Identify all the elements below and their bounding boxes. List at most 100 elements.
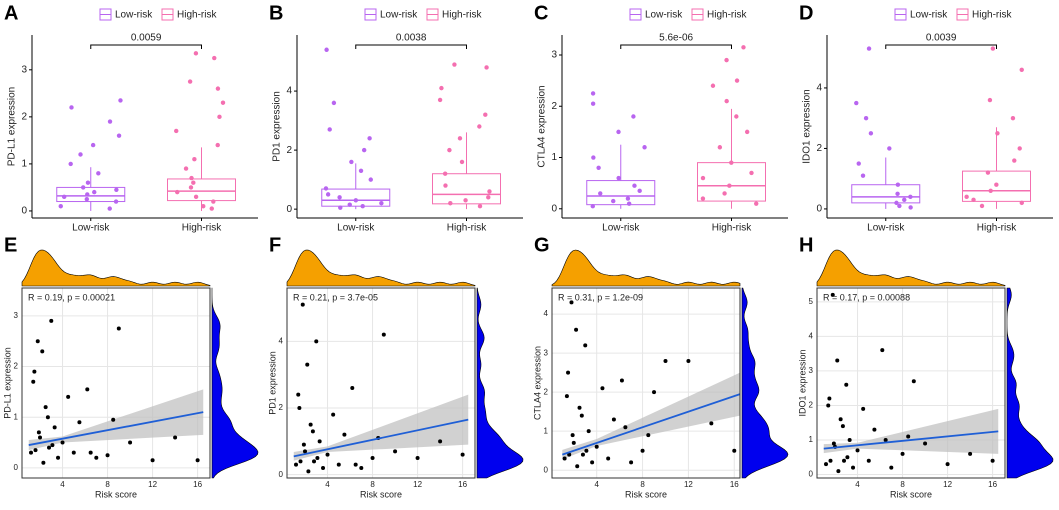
point: [41, 460, 46, 465]
point: [586, 429, 591, 434]
point: [600, 386, 605, 391]
point: [895, 182, 901, 187]
y-axis-label: IDO1 expression: [797, 349, 807, 416]
point: [361, 147, 367, 153]
point: [303, 449, 308, 454]
point: [964, 194, 969, 200]
point: [174, 128, 179, 134]
x-tick-label: 12: [943, 480, 952, 489]
point: [623, 425, 628, 430]
point: [217, 114, 222, 120]
fit-line: [293, 418, 469, 458]
point: [116, 133, 122, 138]
point: [448, 201, 453, 206]
plot-border: [816, 287, 1006, 479]
point: [844, 382, 849, 387]
x-tick-label: 4: [325, 480, 330, 489]
annotation: R = 0.19, p = 0.00021: [28, 292, 115, 302]
right-density: [741, 287, 789, 479]
point: [591, 155, 596, 160]
point: [727, 183, 732, 188]
point: [860, 173, 866, 178]
panel-label: A: [4, 2, 18, 24]
y-tick-label: 2: [551, 101, 557, 112]
point: [754, 201, 759, 206]
point: [990, 46, 996, 51]
point: [484, 65, 489, 70]
p-value: 0.0038: [396, 33, 427, 44]
point: [616, 129, 621, 135]
point: [646, 433, 651, 438]
point: [327, 127, 332, 132]
point: [331, 100, 337, 106]
point: [107, 119, 113, 124]
point: [305, 362, 310, 367]
point: [968, 451, 973, 456]
point: [710, 83, 716, 88]
point: [58, 204, 63, 209]
point: [990, 458, 995, 463]
box: [962, 170, 1031, 202]
point: [574, 327, 579, 332]
point: [323, 186, 329, 191]
point: [212, 55, 217, 61]
x-tick-label: High-risk: [977, 223, 1017, 234]
point: [911, 379, 916, 384]
box: [697, 162, 766, 202]
point: [594, 444, 599, 449]
box: [586, 180, 656, 206]
point: [195, 458, 200, 463]
point: [866, 46, 872, 51]
point: [85, 387, 90, 392]
y-tick-label: 0: [544, 465, 549, 474]
point: [336, 462, 341, 467]
point: [437, 97, 443, 103]
point: [56, 455, 61, 460]
point: [619, 378, 624, 383]
legend-label: High-risk: [442, 10, 482, 21]
point: [353, 198, 359, 203]
point: [686, 358, 691, 363]
point: [189, 175, 194, 181]
right-density: [476, 287, 524, 479]
point: [350, 386, 355, 390]
point: [866, 458, 871, 463]
legend-label: Low-risk: [380, 10, 418, 21]
point: [734, 78, 740, 83]
point: [201, 204, 206, 209]
point: [175, 189, 180, 195]
right-density: [211, 287, 259, 479]
point: [640, 448, 645, 453]
point: [826, 403, 831, 408]
point: [908, 194, 913, 200]
confidence-band: [562, 372, 740, 460]
point: [188, 185, 194, 190]
point: [85, 180, 91, 185]
point: [567, 452, 572, 457]
point: [367, 136, 372, 141]
point: [575, 464, 580, 469]
point: [358, 168, 364, 173]
point: [71, 450, 76, 455]
point: [60, 440, 65, 445]
point: [359, 466, 364, 470]
y-tick-label: 2: [286, 145, 292, 156]
legend-label: Low-risk: [645, 10, 683, 21]
y-tick-label: 4: [279, 336, 284, 345]
point: [43, 405, 48, 410]
point: [741, 45, 746, 50]
point: [337, 195, 342, 200]
x-tick-label: 16: [988, 480, 997, 489]
top-density: [551, 249, 741, 287]
top-density: [21, 249, 211, 287]
point: [856, 161, 861, 166]
x-tick-label: Low-risk: [602, 223, 640, 234]
point: [92, 189, 97, 195]
point: [301, 442, 306, 447]
point: [840, 424, 845, 429]
plot-background: [22, 288, 210, 478]
point: [566, 370, 571, 375]
x-tick-label: 8: [370, 480, 375, 489]
y-tick-label: 3: [551, 50, 557, 61]
point: [887, 146, 892, 151]
